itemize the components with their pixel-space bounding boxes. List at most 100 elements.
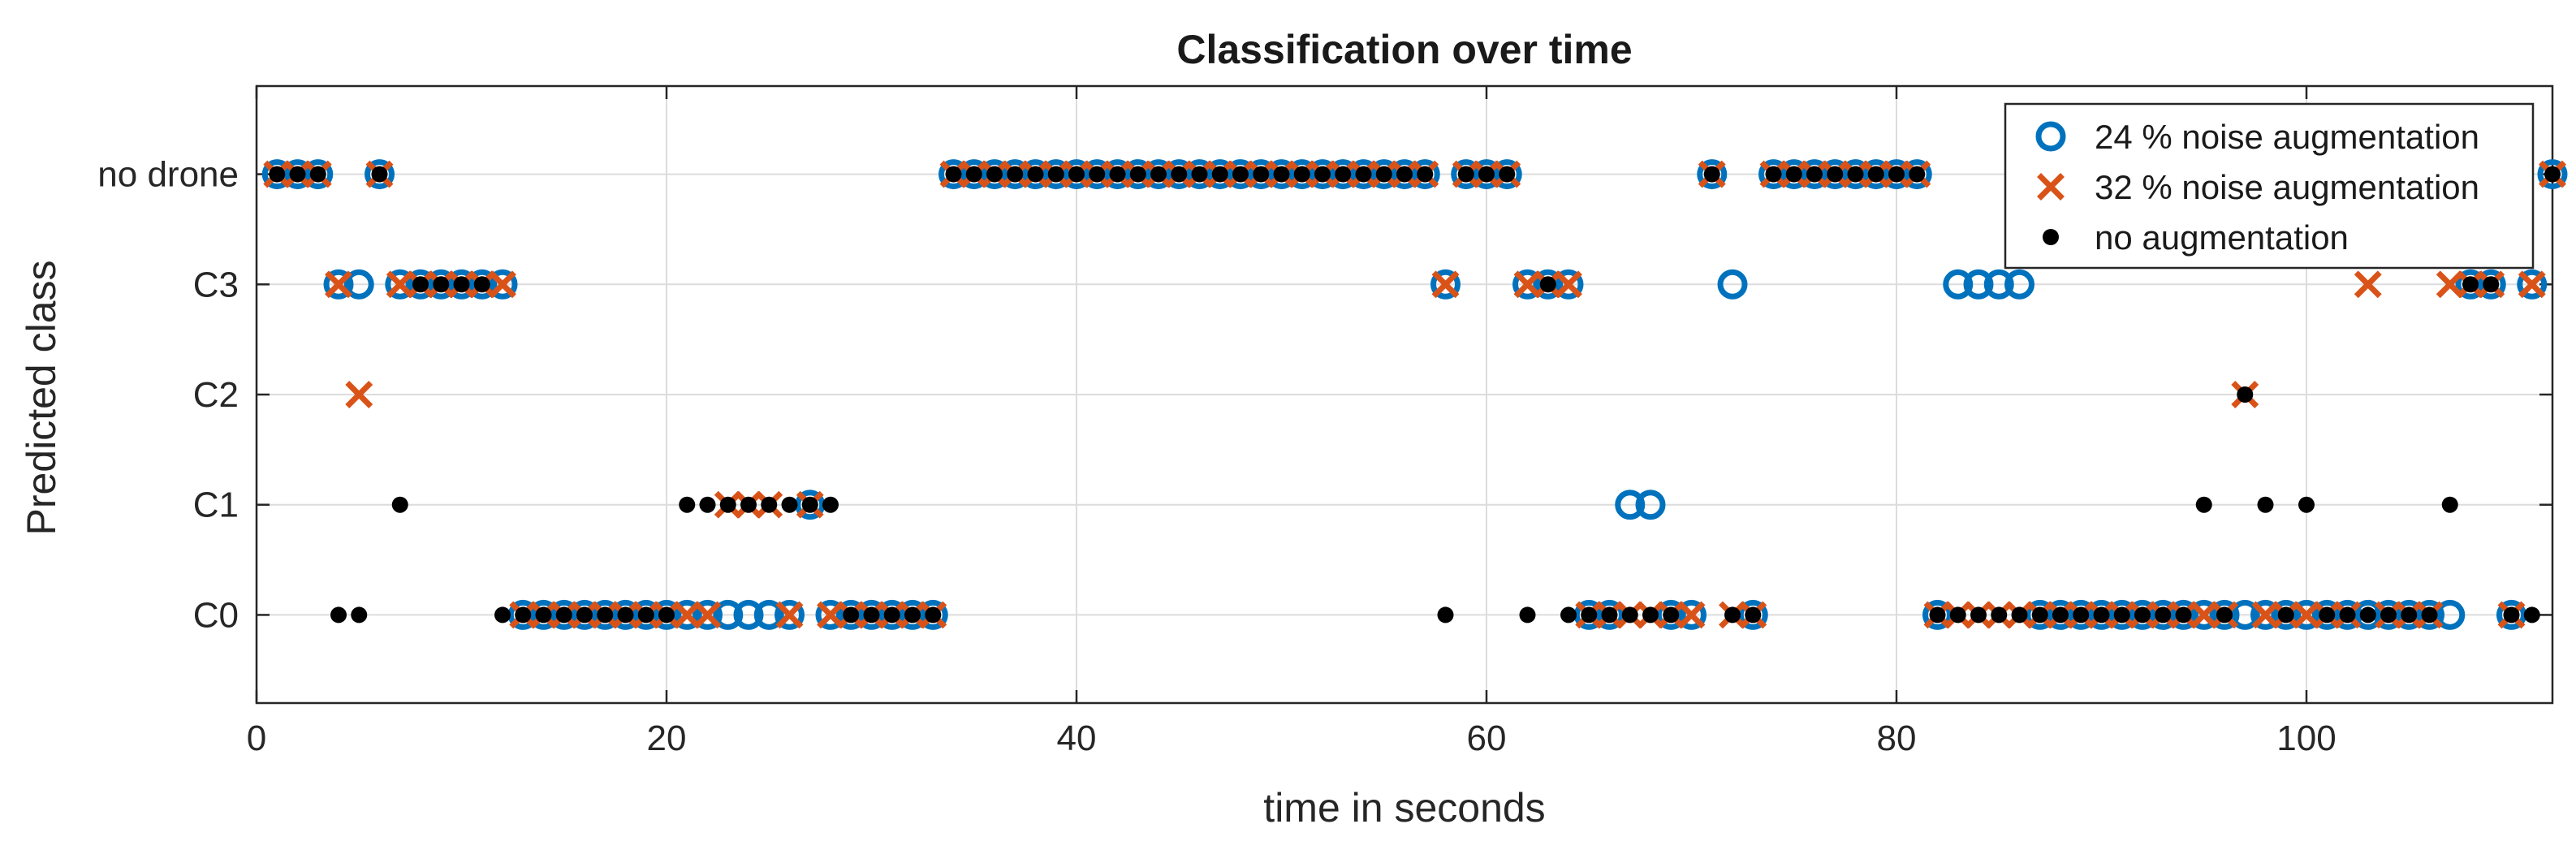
data-point (1471, 159, 1502, 190)
legend: 24 % noise augmentation 32 % noise augmen… (2004, 102, 2535, 270)
data-point (1205, 159, 1236, 190)
data-point (1327, 159, 1358, 190)
data-point (637, 606, 654, 623)
data-point (2271, 599, 2302, 630)
data-point (1601, 606, 1618, 623)
data-point (1184, 159, 1215, 190)
data-point (1335, 166, 1352, 183)
data-point (2127, 599, 2158, 630)
data-point (2086, 599, 2116, 630)
x-stroke (489, 270, 516, 299)
data-point (1109, 166, 1126, 183)
data-point (2537, 159, 2568, 190)
data-point (1785, 166, 1802, 183)
data-point (1027, 166, 1044, 183)
data-point (1929, 606, 1946, 623)
data-point (386, 270, 414, 299)
data-point (959, 159, 990, 190)
data-point (2455, 269, 2486, 300)
data-point (1922, 599, 1952, 630)
data-point (325, 270, 352, 299)
x-stroke (1677, 601, 1706, 629)
data-point (309, 166, 326, 183)
data-point (555, 606, 572, 623)
chart-title: Classification over time (1176, 27, 1632, 72)
data-point (2298, 496, 2315, 513)
data-point (658, 606, 675, 623)
y-tick-label: C1 (193, 485, 239, 525)
series-3 (269, 166, 2561, 623)
data-point (1737, 599, 1768, 630)
x-tick-label: 60 (1467, 718, 1507, 758)
data-point (965, 166, 982, 183)
data-point (651, 599, 682, 630)
data-point (2311, 599, 2342, 630)
data-point (2359, 606, 2376, 623)
data-point (1901, 159, 1932, 190)
data-point (385, 269, 416, 300)
data-point (1581, 606, 1598, 623)
data-point (1847, 166, 1864, 183)
x-stroke (1431, 270, 1460, 299)
data-point (843, 606, 860, 623)
data-point (2393, 599, 2424, 630)
data-point (815, 599, 846, 630)
data-point (303, 159, 334, 190)
data-point (925, 606, 942, 623)
x-tick-label: 40 (1057, 718, 1097, 758)
data-point (597, 606, 614, 623)
data-point (1677, 601, 1706, 629)
data-point (487, 269, 518, 300)
data-point (1293, 166, 1310, 183)
legend-marker (2035, 121, 2066, 152)
data-point (1068, 166, 1085, 183)
x-stroke (2436, 270, 2464, 299)
data-point (1081, 159, 1112, 190)
data-point (938, 159, 969, 190)
data-point (1375, 166, 1392, 183)
data-point (679, 496, 696, 513)
data-point (2518, 270, 2546, 299)
data-point (535, 606, 552, 623)
data-point (2380, 606, 2397, 623)
data-point (693, 601, 722, 629)
data-point (2496, 599, 2526, 630)
data-point (1499, 166, 1516, 183)
data-point (1478, 166, 1495, 183)
data-point (1232, 166, 1249, 183)
data-point (1430, 269, 1461, 300)
data-point (1491, 159, 1522, 190)
data-point (795, 490, 826, 520)
data-point (1409, 159, 1440, 190)
data-point (1369, 159, 1400, 190)
data-point (1253, 166, 1270, 183)
data-point (1211, 166, 1228, 183)
data-point (494, 606, 511, 623)
data-point (1513, 270, 1542, 299)
data-point (2475, 269, 2506, 300)
legend-label: 24 % noise augmentation (2095, 118, 2479, 156)
data-point (365, 159, 395, 190)
data-point (1266, 159, 1297, 190)
data-point (1512, 269, 1543, 300)
data-point (1594, 599, 1625, 630)
data-point (2209, 599, 2240, 630)
x-stroke (693, 601, 722, 629)
x-stroke (673, 601, 701, 629)
data-point (1314, 166, 1331, 183)
data-point (1519, 606, 1536, 623)
data-point (2354, 270, 2382, 299)
data-point (261, 159, 292, 190)
data-point (1758, 159, 1789, 190)
y-axis-label: Predicted class (19, 260, 64, 535)
data-point (1431, 270, 1460, 299)
data-point (1615, 490, 1646, 520)
data-point (1307, 159, 1338, 190)
data-point (489, 270, 516, 299)
data-point (2291, 599, 2322, 630)
data-point (1389, 159, 1420, 190)
data-point (2107, 599, 2138, 630)
data-point (1348, 159, 1379, 190)
series-layer (261, 159, 2568, 630)
